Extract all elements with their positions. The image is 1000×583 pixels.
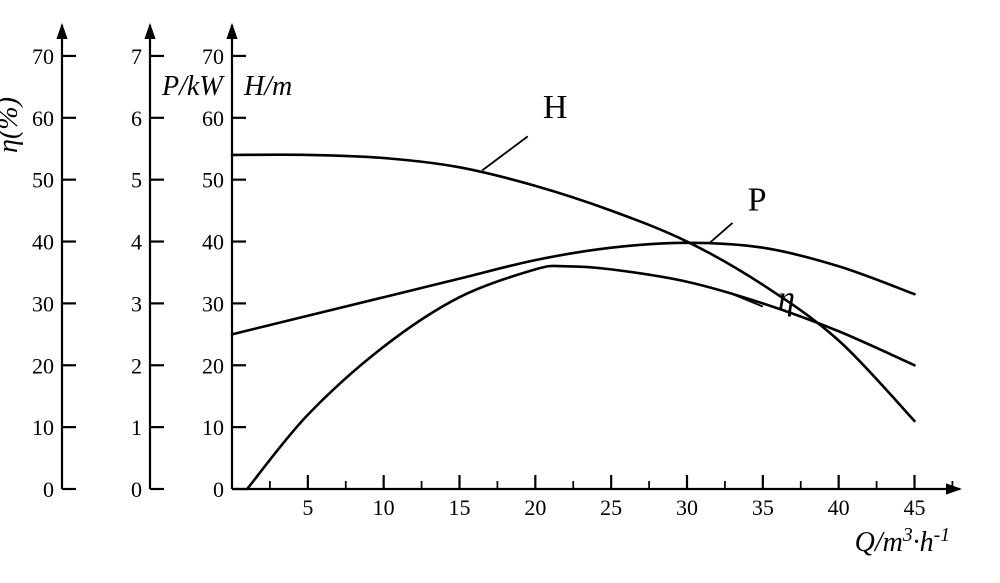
eta-axis-label: η(%) bbox=[0, 97, 24, 153]
q-axis-label: Q/m3·h-1 bbox=[855, 525, 950, 559]
H-tick-label: 40 bbox=[202, 230, 224, 255]
P-tick-label: 0 bbox=[131, 477, 142, 502]
q-axis-arrow bbox=[946, 483, 962, 494]
eta-tick-label: 60 bbox=[32, 106, 54, 131]
H-tick-label: 20 bbox=[202, 353, 224, 378]
P-tick-label: 5 bbox=[131, 168, 142, 193]
eta-axis-arrow bbox=[56, 23, 67, 39]
eta-curve-label: η bbox=[778, 281, 795, 318]
eta-leader bbox=[733, 294, 763, 306]
eta-tick-label: 20 bbox=[32, 353, 54, 378]
eta-tick-label: 40 bbox=[32, 230, 54, 255]
eta-tick-label: 30 bbox=[32, 291, 54, 316]
P-tick-label: 7 bbox=[131, 44, 142, 69]
H-tick-label: 50 bbox=[202, 168, 224, 193]
q-tick-label: 25 bbox=[600, 495, 622, 520]
eta-tick-label: 0 bbox=[43, 477, 54, 502]
H-tick-label: 60 bbox=[202, 106, 224, 131]
q-tick-label: 20 bbox=[524, 495, 546, 520]
H-tick-label: 30 bbox=[202, 291, 224, 316]
H-leader bbox=[482, 136, 528, 170]
eta-tick-label: 70 bbox=[32, 44, 54, 69]
P-tick-label: 1 bbox=[131, 415, 142, 440]
q-tick-label: 30 bbox=[676, 495, 698, 520]
H-tick-label: 0 bbox=[213, 477, 224, 502]
q-tick-label: 5 bbox=[302, 495, 313, 520]
H-axis-arrow bbox=[226, 23, 237, 39]
H-curve-label: H bbox=[543, 89, 568, 126]
q-tick-label: 40 bbox=[828, 495, 850, 520]
H-curve bbox=[232, 155, 915, 421]
P-curve-label: P bbox=[748, 182, 767, 219]
P-tick-label: 2 bbox=[131, 353, 142, 378]
H-tick-label: 70 bbox=[202, 44, 224, 69]
pump-characteristic-chart: 010203040506070η(%)01234567P/kW010203040… bbox=[0, 0, 1000, 583]
P-leader bbox=[710, 223, 733, 243]
P-tick-label: 6 bbox=[131, 106, 142, 131]
P-axis-arrow bbox=[144, 23, 155, 39]
H-tick-label: 10 bbox=[202, 415, 224, 440]
q-tick-label: 10 bbox=[373, 495, 395, 520]
eta-tick-label: 10 bbox=[32, 415, 54, 440]
q-tick-label: 35 bbox=[752, 495, 774, 520]
eta-tick-label: 50 bbox=[32, 168, 54, 193]
H-axis-label: H/m bbox=[243, 71, 292, 102]
P-tick-label: 4 bbox=[131, 230, 142, 255]
P-tick-label: 3 bbox=[131, 291, 142, 316]
eta-curve bbox=[247, 266, 914, 489]
q-tick-label: 15 bbox=[449, 495, 471, 520]
q-tick-label: 45 bbox=[904, 495, 926, 520]
P-axis-label: P/kW bbox=[161, 71, 225, 102]
